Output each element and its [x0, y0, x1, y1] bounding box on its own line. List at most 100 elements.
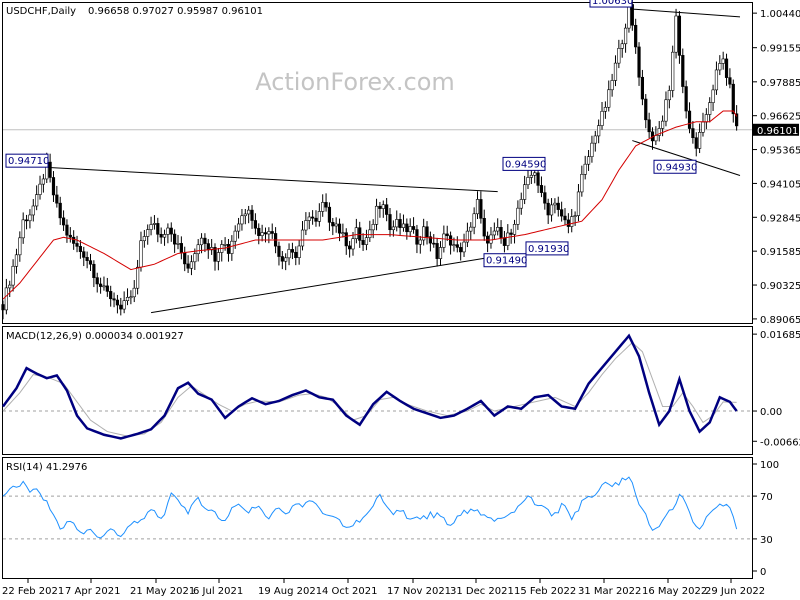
- x-tick-label: 31 Dec 2021: [450, 586, 514, 597]
- candle: [378, 201, 382, 218]
- candle: [186, 255, 190, 273]
- candle: [607, 80, 611, 112]
- candle: [469, 222, 473, 240]
- candle: [674, 8, 678, 59]
- candle: [280, 251, 284, 270]
- trendline: [632, 140, 741, 176]
- candle: [512, 219, 517, 244]
- candle: [647, 112, 651, 139]
- candle: [432, 234, 436, 248]
- candle: [613, 55, 618, 87]
- svg-text:0.94710: 0.94710: [8, 156, 49, 167]
- current-price-label: 0.96101: [757, 126, 798, 137]
- price-annotation: 1.00630: [589, 0, 633, 8]
- candle: [590, 135, 594, 163]
- candle: [327, 202, 332, 231]
- candle: [573, 211, 577, 226]
- candle: [4, 278, 8, 315]
- candle: [526, 168, 530, 190]
- candle: [475, 191, 480, 220]
- candle: [331, 217, 335, 236]
- candle: [162, 229, 167, 246]
- candle: [472, 207, 476, 235]
- candle: [1, 300, 5, 320]
- candle: [718, 55, 722, 76]
- candle: [156, 217, 160, 243]
- macd-signal-line: [2, 341, 737, 437]
- candle: [216, 248, 220, 271]
- rsi-title: RSI(14) 41.2976: [6, 462, 87, 473]
- candle: [354, 218, 358, 244]
- candle: [714, 61, 719, 95]
- candle: [728, 68, 732, 89]
- candle: [55, 185, 59, 208]
- price-annotation: 0.91930: [525, 241, 569, 256]
- candle: [98, 277, 103, 294]
- rsi-y-tick: 30: [760, 535, 773, 546]
- candle: [102, 276, 106, 291]
- candle: [24, 214, 29, 230]
- candle: [617, 39, 621, 69]
- candle: [684, 80, 688, 119]
- candle: [196, 239, 200, 262]
- x-tick-label: 4 Oct 2021: [322, 586, 377, 597]
- rsi-line: [2, 476, 738, 539]
- rsi-y-axis: 100 70 30 0: [752, 460, 779, 578]
- candle: [105, 277, 109, 297]
- candle: [152, 215, 157, 230]
- price-y-tick: 0.91585: [760, 247, 800, 258]
- candle: [253, 213, 257, 235]
- candle: [708, 97, 712, 123]
- candle: [731, 79, 735, 123]
- candle: [459, 242, 463, 261]
- candle: [724, 53, 729, 86]
- candle: [48, 153, 52, 183]
- candle: [677, 11, 682, 64]
- candle: [489, 227, 493, 249]
- candle: [422, 218, 426, 246]
- candle: [193, 248, 197, 270]
- candle: [556, 196, 560, 217]
- candle: [640, 69, 645, 106]
- price-annotation: 0.91490: [483, 253, 527, 268]
- price-y-tick: 0.89065: [760, 315, 800, 326]
- svg-text:0.91930: 0.91930: [528, 244, 569, 255]
- trendline: [150, 255, 498, 314]
- candle: [465, 222, 470, 248]
- candle: [593, 130, 597, 152]
- price-y-tick: 0.94105: [760, 179, 800, 190]
- price-y-tick: 0.97885: [760, 78, 800, 89]
- candle: [418, 235, 422, 254]
- candle: [75, 235, 79, 253]
- candle: [438, 241, 443, 266]
- moving-average-line: [2, 110, 738, 300]
- macd-y-axis: 0.016856 0.00 -0.006629: [752, 330, 800, 448]
- candle: [14, 248, 19, 274]
- candle: [597, 119, 601, 144]
- candle: [136, 259, 140, 295]
- candle: [51, 171, 56, 202]
- candle: [566, 213, 570, 234]
- candle: [664, 91, 668, 127]
- price-y-tick: 0.95365: [760, 146, 800, 157]
- candle: [260, 224, 264, 242]
- candle: [61, 210, 66, 231]
- candle: [58, 196, 62, 225]
- candle: [549, 198, 554, 222]
- price-y-tick: 0.90325: [760, 281, 800, 292]
- candle: [644, 94, 648, 129]
- rsi-y-tick: 100: [760, 460, 779, 471]
- rsi-panel: 100 70 30 0 RSI(14) 41.2976: [2, 457, 779, 579]
- candle: [300, 221, 305, 251]
- macd-title: MACD(12,26,9) 0.000034 0.001927: [6, 331, 184, 342]
- candle: [698, 123, 702, 154]
- candle: [18, 231, 22, 262]
- price-annotation: 0.94590: [502, 156, 546, 171]
- x-tick-label: 31 Mar 2022: [578, 586, 641, 597]
- candle: [687, 102, 692, 134]
- candle: [21, 212, 25, 244]
- candle: [425, 221, 429, 245]
- candle: [576, 184, 581, 222]
- candle: [307, 212, 311, 230]
